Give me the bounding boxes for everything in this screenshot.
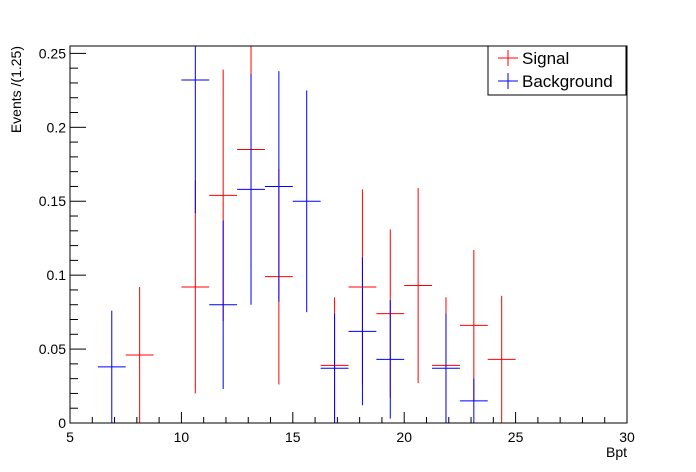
x-tick-label: 10 — [174, 429, 190, 445]
y-tick-label: 0.1 — [47, 267, 67, 283]
legend-label-background: Background — [522, 72, 613, 91]
x-axis-title: Bpt — [606, 444, 627, 460]
y-tick-label: 0.2 — [47, 119, 67, 135]
series-layer — [97, 46, 516, 424]
x-tick-label: 30 — [619, 429, 635, 445]
x-tick-label: 20 — [396, 429, 412, 445]
y-axis: 0 0.05 0.1 0.15 0.2 0.25 — [39, 45, 86, 431]
legend-entry-background: Background — [498, 72, 613, 91]
y-tick-label: 0.25 — [39, 45, 66, 61]
x-tick-label: 25 — [508, 429, 524, 445]
x-tick-label: 5 — [66, 429, 74, 445]
y-tick-label: 0 — [58, 415, 66, 431]
x-tick-label: 15 — [285, 429, 301, 445]
y-axis-title: Events /(1.25) — [8, 46, 24, 133]
series-background — [97, 46, 516, 424]
legend-entry-signal: Signal — [498, 49, 569, 68]
legend-box — [487, 45, 627, 96]
legend: Signal Background — [487, 45, 627, 96]
y-tick-label: 0.15 — [39, 193, 66, 209]
plot-frame — [69, 45, 628, 424]
y-tick-label: 0.05 — [39, 341, 66, 357]
legend-label-signal: Signal — [522, 49, 569, 68]
x-axis: 5 10 15 20 25 30 — [66, 412, 635, 445]
